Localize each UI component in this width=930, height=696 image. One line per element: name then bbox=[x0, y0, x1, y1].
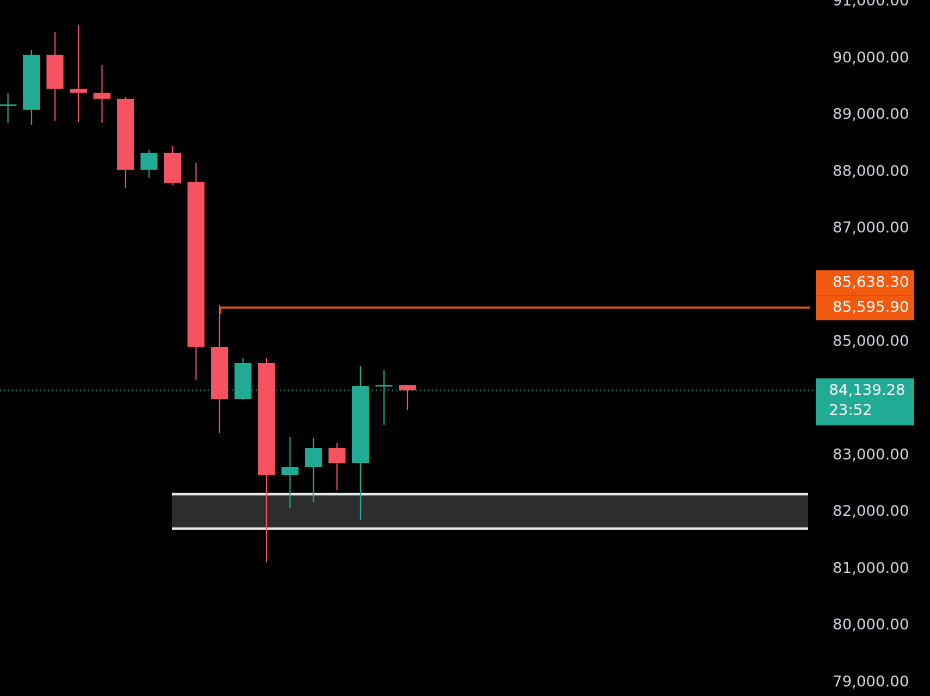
candle-body bbox=[0, 104, 17, 106]
price-marker-box bbox=[816, 270, 914, 296]
zone bbox=[172, 494, 808, 529]
candle-body bbox=[164, 152, 181, 183]
candle-body bbox=[375, 385, 393, 387]
candle-body bbox=[117, 98, 134, 170]
y-tick-label: 88,000.00 bbox=[833, 162, 909, 180]
current-price-box bbox=[816, 378, 914, 426]
y-tick-label: 87,000.00 bbox=[833, 219, 909, 237]
candle-body bbox=[93, 92, 111, 99]
y-tick-label: 79,000.00 bbox=[833, 672, 909, 690]
candle-body bbox=[399, 385, 416, 391]
y-tick-label: 89,000.00 bbox=[833, 105, 909, 123]
price-marker-label: 85,638.30 bbox=[833, 273, 909, 291]
y-tick-label: 90,000.00 bbox=[833, 48, 909, 66]
candle-body bbox=[211, 346, 228, 399]
candle-body bbox=[140, 152, 158, 170]
y-tick-label: 85,000.00 bbox=[833, 332, 909, 350]
y-tick-label: 80,000.00 bbox=[833, 616, 909, 634]
price-marker-label: 85,595.90 bbox=[833, 298, 909, 316]
y-tick-label: 81,000.00 bbox=[833, 559, 909, 577]
y-tick-label: 91,000.00 bbox=[833, 0, 909, 10]
y-tick-label: 82,000.00 bbox=[833, 502, 909, 520]
candle-body bbox=[352, 386, 369, 464]
y-tick-label: 83,000.00 bbox=[833, 445, 909, 463]
candle-body bbox=[328, 448, 346, 464]
candle-body bbox=[23, 54, 40, 110]
candle-body bbox=[305, 448, 322, 468]
candle-body bbox=[46, 54, 64, 89]
current-price-label: 84,139.28 bbox=[829, 381, 905, 399]
candle-body bbox=[234, 362, 252, 399]
countdown-label: 23:52 bbox=[829, 401, 872, 419]
candle-body bbox=[281, 467, 299, 476]
candle-body bbox=[258, 362, 275, 476]
price-marker-box bbox=[816, 295, 914, 321]
candle-body bbox=[187, 181, 205, 347]
candle-body bbox=[70, 88, 87, 93]
